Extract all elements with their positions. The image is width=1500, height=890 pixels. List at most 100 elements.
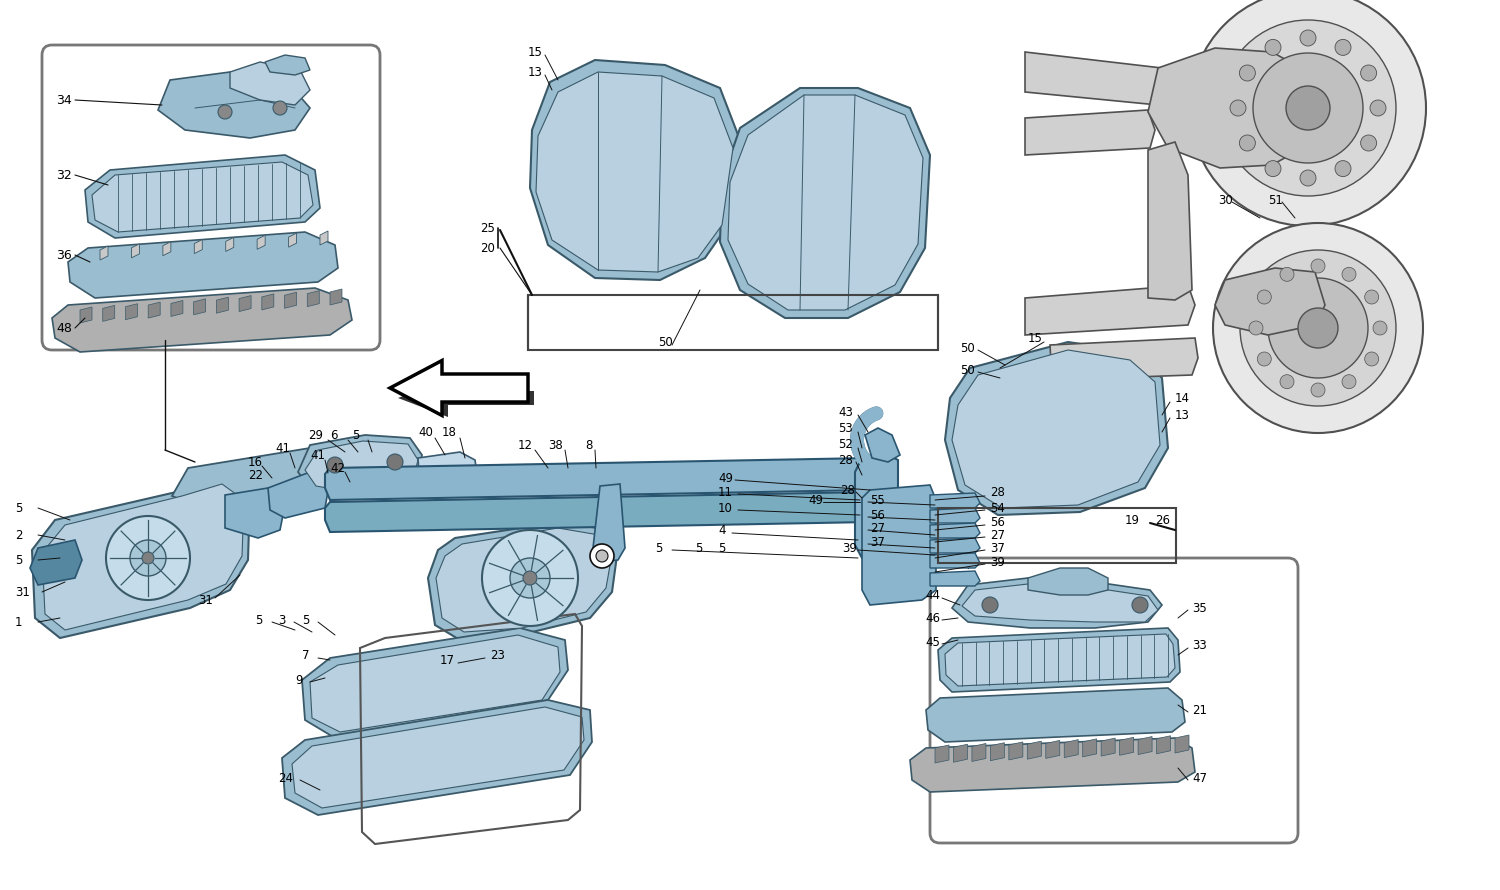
Polygon shape xyxy=(419,452,478,492)
Circle shape xyxy=(510,558,550,598)
Circle shape xyxy=(1250,321,1263,335)
Text: 13: 13 xyxy=(528,66,543,78)
Text: 14: 14 xyxy=(1174,392,1190,404)
Text: 5: 5 xyxy=(656,541,663,554)
Text: 37: 37 xyxy=(990,541,1005,554)
Polygon shape xyxy=(720,88,930,318)
Polygon shape xyxy=(1028,568,1108,595)
Polygon shape xyxy=(1101,738,1114,756)
Text: 5: 5 xyxy=(15,554,22,567)
Circle shape xyxy=(590,544,613,568)
Circle shape xyxy=(524,571,537,585)
Text: 25: 25 xyxy=(480,222,495,234)
Polygon shape xyxy=(930,553,980,568)
Polygon shape xyxy=(1215,268,1324,335)
Circle shape xyxy=(387,454,404,470)
Circle shape xyxy=(1268,278,1368,378)
Polygon shape xyxy=(304,441,418,492)
Text: 27: 27 xyxy=(870,522,885,535)
Text: 7: 7 xyxy=(302,649,309,661)
Text: 37: 37 xyxy=(870,536,885,548)
Polygon shape xyxy=(195,239,202,254)
Polygon shape xyxy=(1050,338,1199,380)
Polygon shape xyxy=(1028,741,1041,759)
Polygon shape xyxy=(592,484,626,562)
Polygon shape xyxy=(1046,740,1060,758)
Circle shape xyxy=(1257,352,1272,366)
Polygon shape xyxy=(262,294,274,310)
Circle shape xyxy=(1365,352,1378,366)
Text: 56: 56 xyxy=(990,515,1005,529)
Text: 28: 28 xyxy=(839,454,854,466)
Polygon shape xyxy=(230,62,310,105)
Polygon shape xyxy=(530,60,740,280)
Circle shape xyxy=(142,552,154,564)
Text: 34: 34 xyxy=(56,93,72,107)
Polygon shape xyxy=(1148,48,1320,168)
Text: 5: 5 xyxy=(302,613,309,627)
Text: 38: 38 xyxy=(548,439,562,451)
Circle shape xyxy=(1190,0,1426,226)
Polygon shape xyxy=(80,307,92,323)
Circle shape xyxy=(1370,100,1386,116)
Text: 46: 46 xyxy=(926,611,940,625)
Text: 9: 9 xyxy=(296,674,303,686)
Text: 6: 6 xyxy=(330,428,338,441)
Text: 19: 19 xyxy=(1125,514,1140,527)
Polygon shape xyxy=(945,342,1168,515)
Circle shape xyxy=(106,516,190,600)
Text: 40: 40 xyxy=(419,425,434,439)
Circle shape xyxy=(982,597,998,613)
Text: 5: 5 xyxy=(15,501,22,514)
Circle shape xyxy=(1335,160,1352,176)
Text: 49: 49 xyxy=(808,493,824,506)
Text: 13: 13 xyxy=(1174,409,1190,422)
FancyBboxPatch shape xyxy=(930,558,1298,843)
Polygon shape xyxy=(42,484,244,630)
Polygon shape xyxy=(862,485,936,605)
Text: 53: 53 xyxy=(839,422,852,434)
Polygon shape xyxy=(53,288,352,352)
Bar xyxy=(938,508,1176,563)
Circle shape xyxy=(1264,39,1281,55)
Polygon shape xyxy=(86,155,320,238)
Circle shape xyxy=(1220,20,1397,196)
Polygon shape xyxy=(990,742,1005,761)
Polygon shape xyxy=(930,523,980,538)
Circle shape xyxy=(327,457,344,473)
Polygon shape xyxy=(930,538,980,553)
Text: 43: 43 xyxy=(839,406,854,418)
Text: 20: 20 xyxy=(480,241,495,255)
Polygon shape xyxy=(268,472,330,518)
FancyArrow shape xyxy=(390,360,528,416)
Text: 15: 15 xyxy=(528,45,543,59)
Text: 49: 49 xyxy=(718,472,734,484)
Text: 28: 28 xyxy=(840,483,855,497)
Text: 11: 11 xyxy=(718,486,734,498)
Circle shape xyxy=(1311,383,1324,397)
Polygon shape xyxy=(171,301,183,317)
Text: 5: 5 xyxy=(255,613,262,627)
Text: 17: 17 xyxy=(440,653,454,667)
Text: 41: 41 xyxy=(310,449,326,462)
Text: 33: 33 xyxy=(1192,638,1206,651)
Text: 47: 47 xyxy=(1192,772,1208,784)
Polygon shape xyxy=(288,233,297,247)
Text: 27: 27 xyxy=(990,529,1005,541)
Circle shape xyxy=(130,540,166,576)
Polygon shape xyxy=(1083,739,1096,756)
Polygon shape xyxy=(855,456,898,558)
Circle shape xyxy=(1280,375,1294,389)
Polygon shape xyxy=(1064,740,1078,757)
Circle shape xyxy=(1335,39,1352,55)
Polygon shape xyxy=(330,289,342,305)
Polygon shape xyxy=(1024,285,1196,335)
Polygon shape xyxy=(938,628,1180,692)
Text: 39: 39 xyxy=(842,541,856,554)
Circle shape xyxy=(1257,290,1272,304)
Text: 31: 31 xyxy=(198,594,213,606)
Polygon shape xyxy=(1138,737,1152,755)
Text: 29: 29 xyxy=(308,428,322,441)
Text: 8: 8 xyxy=(585,439,592,451)
Text: 24: 24 xyxy=(278,772,292,784)
